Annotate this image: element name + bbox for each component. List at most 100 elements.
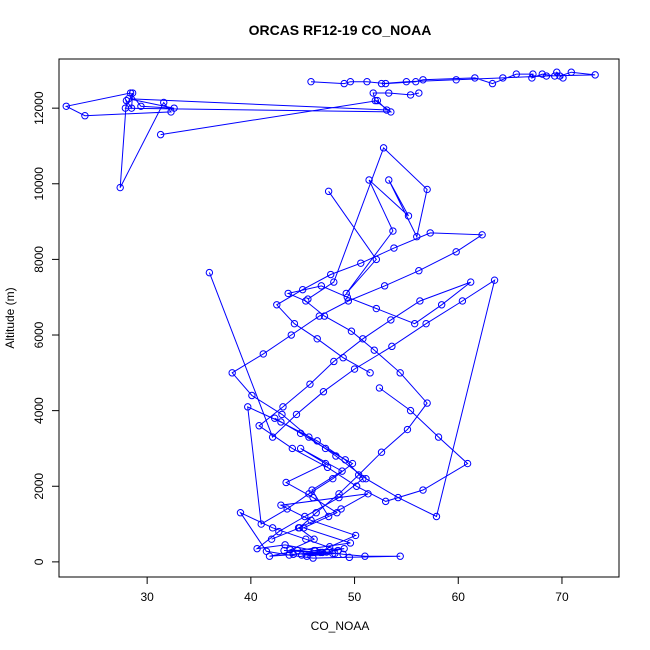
plot-lines bbox=[64, 71, 596, 559]
data-point bbox=[255, 422, 263, 430]
data-point bbox=[347, 327, 356, 335]
data-point bbox=[404, 212, 413, 220]
y-tick-label: 0 bbox=[32, 558, 46, 565]
data-point bbox=[309, 554, 317, 562]
data-point bbox=[268, 524, 277, 532]
data-point bbox=[361, 552, 369, 560]
data-point bbox=[236, 509, 245, 517]
data-point bbox=[296, 444, 305, 453]
data-point bbox=[286, 546, 294, 554]
data-point bbox=[324, 512, 333, 521]
data-point bbox=[567, 68, 575, 76]
data-point bbox=[458, 297, 467, 305]
data-point bbox=[355, 471, 363, 479]
data-point bbox=[406, 91, 415, 99]
data-point bbox=[310, 546, 318, 555]
data-point bbox=[310, 535, 318, 543]
series-line-3 bbox=[208, 232, 496, 518]
data-point bbox=[312, 509, 320, 517]
data-point bbox=[156, 130, 165, 139]
data-point bbox=[282, 478, 290, 487]
data-point bbox=[351, 531, 360, 540]
data-point bbox=[413, 233, 421, 241]
data-point bbox=[379, 144, 388, 152]
data-point bbox=[275, 527, 283, 536]
data-point bbox=[434, 433, 443, 441]
data-point bbox=[366, 369, 374, 377]
data-point bbox=[335, 493, 343, 502]
data-point bbox=[452, 76, 460, 84]
data-point bbox=[273, 301, 281, 309]
data-point bbox=[529, 70, 537, 78]
data-point bbox=[267, 535, 276, 543]
x-tick-label: 30 bbox=[140, 590, 154, 604]
data-point bbox=[324, 187, 333, 196]
data-point bbox=[499, 74, 507, 82]
data-point bbox=[81, 112, 89, 120]
data-point bbox=[290, 319, 299, 328]
data-point bbox=[307, 516, 315, 524]
data-point bbox=[126, 89, 135, 97]
data-point bbox=[359, 335, 367, 343]
data-point bbox=[323, 463, 332, 472]
data-point bbox=[432, 512, 441, 521]
data-point bbox=[262, 547, 271, 555]
data-point bbox=[478, 231, 486, 239]
data-point bbox=[341, 456, 349, 464]
data-point bbox=[301, 512, 309, 521]
data-point bbox=[309, 493, 317, 502]
data-point bbox=[257, 520, 265, 528]
data-point bbox=[319, 388, 328, 396]
data-point bbox=[542, 72, 551, 80]
data-point bbox=[556, 72, 564, 80]
data-point bbox=[370, 346, 378, 354]
data-point bbox=[359, 474, 367, 483]
data-point bbox=[116, 183, 124, 192]
data-point bbox=[343, 293, 351, 301]
y-tick-label: 10000 bbox=[32, 167, 46, 201]
data-point bbox=[268, 433, 277, 441]
data-point bbox=[342, 289, 350, 298]
data-point bbox=[416, 297, 424, 305]
data-point bbox=[300, 524, 308, 532]
data-point bbox=[313, 335, 321, 343]
series-line-2 bbox=[258, 281, 472, 540]
data-point bbox=[292, 410, 301, 419]
data-point bbox=[385, 89, 393, 97]
data-point bbox=[304, 295, 312, 303]
data-point bbox=[281, 541, 289, 549]
data-point bbox=[321, 444, 330, 453]
data-point bbox=[350, 365, 359, 373]
data-point bbox=[335, 490, 343, 498]
data-point bbox=[412, 77, 420, 86]
data-point bbox=[339, 550, 347, 559]
data-point bbox=[377, 79, 386, 88]
data-point bbox=[463, 459, 472, 468]
data-point bbox=[381, 497, 390, 506]
data-point bbox=[372, 304, 381, 313]
data-point bbox=[325, 543, 334, 551]
data-point bbox=[371, 96, 379, 105]
data-point bbox=[488, 79, 497, 88]
data-point bbox=[307, 77, 315, 86]
data-point bbox=[305, 490, 313, 498]
data-point bbox=[389, 227, 397, 235]
data-point bbox=[423, 185, 431, 194]
data-point bbox=[396, 369, 404, 377]
data-point bbox=[415, 89, 423, 97]
data-point bbox=[305, 433, 313, 441]
data-point bbox=[160, 98, 168, 107]
y-tick-label: 12000 bbox=[32, 91, 46, 125]
data-point bbox=[205, 268, 214, 277]
data-point bbox=[538, 70, 546, 78]
data-point bbox=[248, 391, 256, 400]
plot-frame bbox=[58, 58, 620, 578]
data-point bbox=[591, 71, 599, 79]
data-point bbox=[387, 108, 395, 116]
series-line-1 bbox=[269, 447, 369, 557]
data-point bbox=[284, 289, 292, 298]
data-point bbox=[362, 474, 370, 483]
data-point bbox=[334, 546, 342, 555]
data-point bbox=[278, 410, 286, 419]
